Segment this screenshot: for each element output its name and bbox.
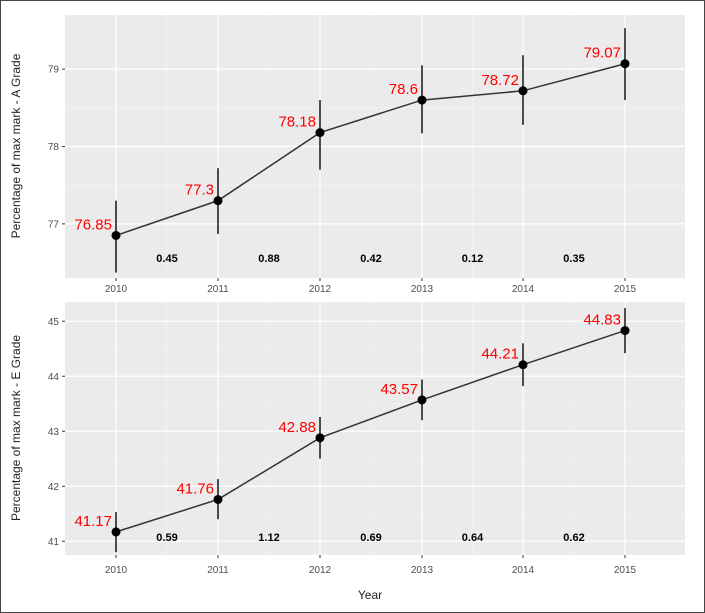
x-tick-label: 2011 [207, 565, 229, 576]
data-label: 78.18 [278, 114, 316, 131]
data-point [620, 59, 630, 69]
x-tick-label: 2012 [309, 284, 332, 295]
data-point [417, 95, 427, 105]
difference-label: 0.12 [462, 253, 483, 265]
data-label: 43.57 [380, 381, 418, 398]
data-label: 78.6 [389, 81, 418, 98]
chart-panel-a-grade: 77 78 79 2010 2011 2012 2013 2014 2015 Percentage… [9, 15, 685, 295]
series-line [115, 329, 626, 533]
data-point [315, 433, 325, 443]
x-tick-label: 2015 [614, 565, 637, 576]
x-tick-label: 2010 [105, 284, 128, 295]
chart-panel-e-grade: 41 42 43 44 45 2010 2011 2012 2013 2014 2015 Percen… [9, 302, 685, 576]
data-label: 42.88 [278, 419, 316, 436]
data-point [111, 230, 121, 240]
x-tick-label: 2010 [105, 565, 128, 576]
data-label: 78.72 [481, 72, 519, 89]
data-label: 41.76 [176, 480, 214, 497]
x-tick-label: 2012 [309, 565, 332, 576]
data-point [213, 196, 223, 206]
data-label: 44.83 [583, 312, 621, 329]
difference-label: 0.35 [563, 253, 584, 265]
x-axis-title: Year [358, 588, 382, 602]
y-tick-label: 43 [48, 427, 60, 438]
data-point [213, 494, 223, 504]
x-tick-label: 2013 [411, 565, 434, 576]
difference-label: 0.62 [563, 532, 584, 544]
y-tick-label: 41 [48, 537, 60, 548]
y-tick-label: 78 [48, 142, 60, 153]
difference-label: 0.59 [156, 532, 177, 544]
x-tick-label: 2014 [512, 565, 535, 576]
difference-label: 1.12 [258, 532, 279, 544]
difference-label: 0.45 [156, 253, 177, 265]
data-point [315, 128, 325, 138]
data-label: 44.21 [481, 346, 519, 363]
data-point [620, 326, 630, 336]
difference-label: 0.42 [360, 253, 381, 265]
data-point [518, 86, 528, 96]
data-point [417, 395, 427, 405]
difference-label: 0.69 [360, 532, 381, 544]
x-tick-label: 2014 [512, 284, 535, 295]
plot-panel-background [65, 302, 685, 555]
x-tick-label: 2013 [411, 284, 434, 295]
data-label: 41.17 [74, 513, 112, 530]
x-tick-label: 2015 [614, 284, 637, 295]
y-tick-label: 77 [48, 219, 60, 230]
data-label: 79.07 [583, 45, 621, 62]
y-tick-label: 44 [48, 372, 60, 383]
difference-label: 0.88 [258, 253, 279, 265]
y-tick-label: 45 [48, 317, 60, 328]
difference-label: 0.64 [462, 532, 484, 544]
data-label: 76.85 [74, 216, 112, 233]
x-tick-label: 2011 [207, 284, 229, 295]
y-axis-title: Percentage of max mark - E Grade [9, 335, 23, 521]
y-axis-title: Percentage of max mark - A Grade [9, 53, 23, 238]
y-tick-label: 42 [48, 482, 60, 493]
y-tick-label: 79 [48, 65, 60, 76]
data-label: 77.3 [185, 182, 214, 199]
series-line [115, 63, 626, 237]
data-point [111, 527, 121, 537]
data-point [518, 360, 528, 370]
